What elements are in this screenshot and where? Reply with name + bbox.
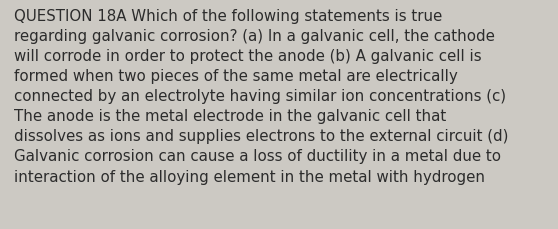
Text: QUESTION 18A Which of the following statements is true
regarding galvanic corros: QUESTION 18A Which of the following stat… — [14, 9, 508, 184]
